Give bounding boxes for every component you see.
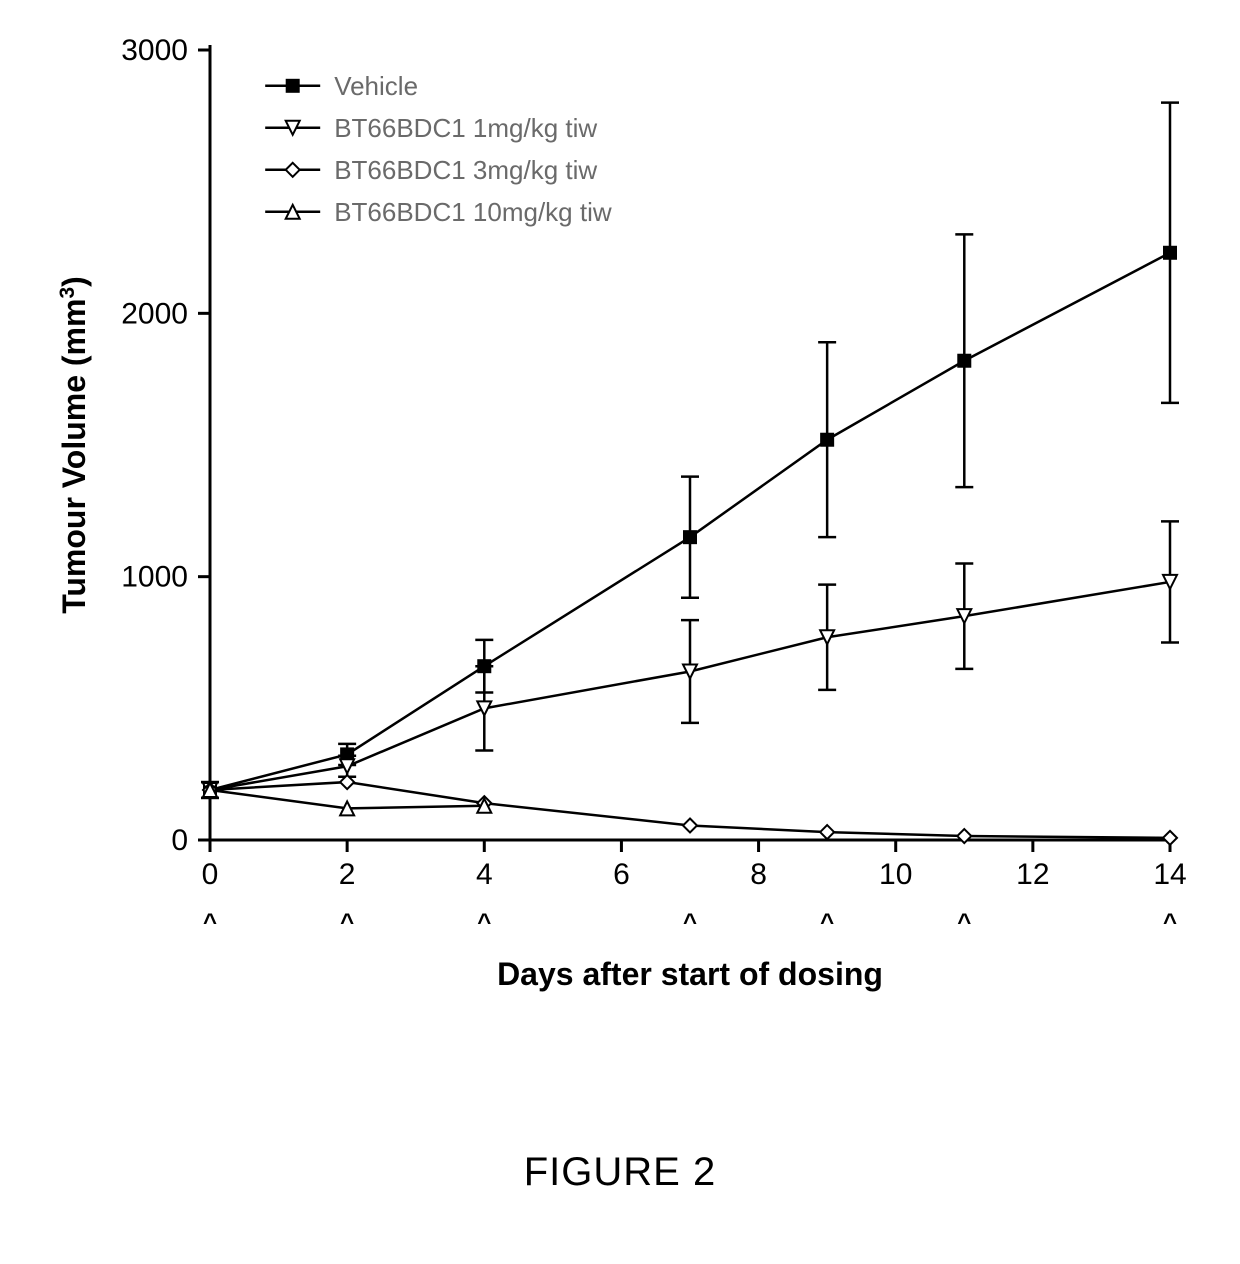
svg-text:Tumour Volume (mm3): Tumour Volume (mm3) <box>56 276 93 614</box>
svg-text:BT66BDC1 1mg/kg tiw: BT66BDC1 1mg/kg tiw <box>334 113 597 143</box>
svg-text:^: ^ <box>203 909 217 936</box>
svg-text:BT66BDC1 3mg/kg tiw: BT66BDC1 3mg/kg tiw <box>334 155 597 185</box>
svg-text:6: 6 <box>613 858 630 891</box>
svg-text:2000: 2000 <box>121 297 188 330</box>
tumour-volume-chart: 010002000300002468101214^^^^^^^Days afte… <box>40 20 1200 1020</box>
svg-text:^: ^ <box>683 909 697 936</box>
svg-text:1000: 1000 <box>121 561 188 594</box>
svg-text:8: 8 <box>750 858 767 891</box>
svg-text:12: 12 <box>1016 858 1049 891</box>
svg-text:BT66BDC1 10mg/kg tiw: BT66BDC1 10mg/kg tiw <box>334 197 612 227</box>
chart-svg: 010002000300002468101214^^^^^^^Days afte… <box>40 20 1200 1020</box>
svg-text:10: 10 <box>879 858 912 891</box>
svg-text:14: 14 <box>1153 858 1186 891</box>
page: 010002000300002468101214^^^^^^^Days afte… <box>0 0 1240 1264</box>
svg-text:^: ^ <box>820 909 834 936</box>
svg-text:Vehicle: Vehicle <box>334 71 418 101</box>
svg-text:0: 0 <box>171 824 188 857</box>
svg-text:Days after start of dosing: Days after start of dosing <box>497 956 883 992</box>
svg-text:^: ^ <box>1163 909 1177 936</box>
figure-caption: FIGURE 2 <box>0 1150 1240 1195</box>
svg-text:4: 4 <box>476 858 493 891</box>
svg-text:2: 2 <box>339 858 356 891</box>
svg-text:0: 0 <box>202 858 219 891</box>
svg-text:^: ^ <box>957 909 971 936</box>
svg-text:^: ^ <box>477 909 491 936</box>
svg-text:3000: 3000 <box>121 34 188 67</box>
svg-text:^: ^ <box>340 909 354 936</box>
